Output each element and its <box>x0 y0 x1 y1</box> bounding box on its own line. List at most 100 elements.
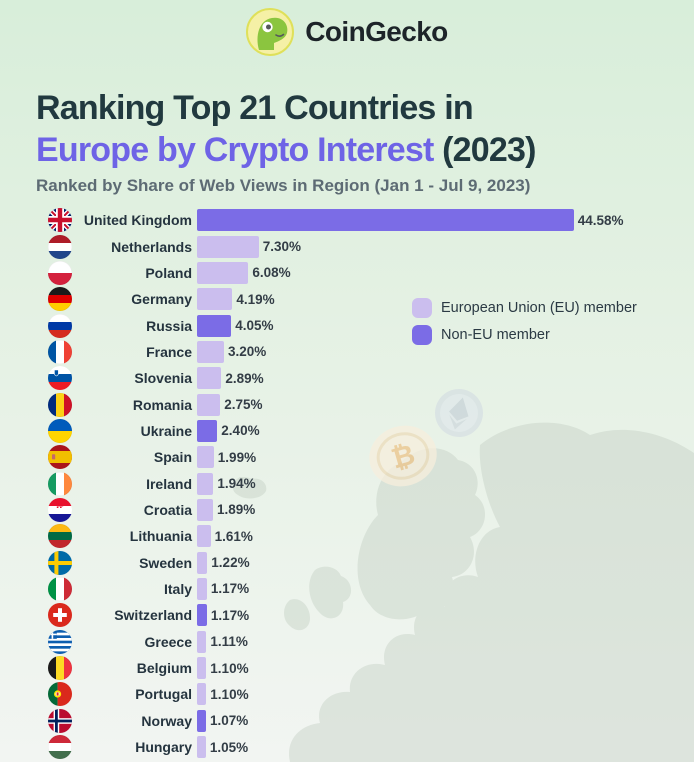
value-bar <box>197 657 207 680</box>
country-label: Romania <box>132 396 192 413</box>
country-label: Croatia <box>143 501 192 518</box>
title-line1: Ranking Top 21 Countries in <box>36 89 474 127</box>
flag-it-icon <box>48 576 72 601</box>
value-bar <box>197 736 206 759</box>
value-bar <box>197 393 221 416</box>
flag-ie-icon <box>48 471 72 496</box>
value-label: 4.05% <box>235 318 274 334</box>
country-row: Poland 6.08% <box>36 260 694 286</box>
country-row: Croatia 1.89% <box>36 497 694 523</box>
value-bar <box>197 367 222 390</box>
value-label: 2.75% <box>224 397 263 413</box>
flag-nl-icon <box>48 234 72 259</box>
country-row: Lithuania 1.61% <box>36 523 694 549</box>
flag-ru-icon <box>48 313 72 338</box>
brand-name: CoinGecko <box>305 16 448 47</box>
value-label: 1.94% <box>217 476 256 492</box>
chart-subtitle: Ranked by Share of Web Views in Region (… <box>36 176 531 195</box>
value-bar <box>197 498 213 521</box>
country-row: Switzerland 1.17% <box>36 602 694 628</box>
flag-se-icon <box>48 550 72 575</box>
country-row: Ireland 1.94% <box>36 470 694 496</box>
title-accent-text: Europe by Crypto Interest <box>36 131 434 169</box>
legend-item-non-eu: Non-EU member <box>412 321 637 348</box>
country-label: Lithuania <box>129 528 192 545</box>
title-year-text: (2023) <box>433 131 536 169</box>
country-row: Greece 1.11% <box>36 629 694 655</box>
country-row: Belgium 1.10% <box>36 655 694 681</box>
value-bar <box>197 235 259 258</box>
value-bar <box>197 709 206 732</box>
country-row: France 3.20% <box>36 339 694 365</box>
country-label: Germany <box>131 291 192 308</box>
header: CoinGecko <box>0 4 694 60</box>
value-bar <box>197 209 574 232</box>
country-row: Russia 4.05% <box>36 312 694 338</box>
country-label: Hungary <box>135 739 192 756</box>
flag-de-icon <box>48 287 72 312</box>
legend-label-non-eu: Non-EU member <box>441 326 550 343</box>
country-row: Italy 1.17% <box>36 576 694 602</box>
country-row: Hungary 1.05% <box>36 734 694 760</box>
value-bar <box>197 472 214 495</box>
flag-fr-icon <box>48 339 72 364</box>
country-row: Sweden 1.22% <box>36 549 694 575</box>
country-label: Slovenia <box>134 370 192 387</box>
value-bar <box>197 577 207 600</box>
non-eu-member-swatch-icon <box>412 324 432 345</box>
legend-label-eu: European Union (EU) member <box>441 299 637 316</box>
value-label: 4.19% <box>236 291 275 307</box>
flag-si-icon <box>48 366 72 391</box>
country-label: United Kingdom <box>83 212 192 229</box>
value-label: 1.05% <box>209 739 249 755</box>
value-bar <box>197 630 207 653</box>
value-label: 44.58% <box>577 212 624 228</box>
bar-chart: United Kingdom 44.58% Netherlands 7.30% Pola… <box>36 207 694 760</box>
flag-es-icon <box>48 445 72 470</box>
country-label: Greece <box>144 633 192 650</box>
value-label: 1.99% <box>217 449 257 465</box>
value-label: 1.17% <box>210 607 250 623</box>
value-label: 1.10% <box>210 686 249 702</box>
country-label: Norway <box>141 712 192 729</box>
value-label: 2.89% <box>225 370 264 386</box>
flag-ua-icon <box>48 418 72 443</box>
country-row: United Kingdom 44.58% <box>36 207 694 233</box>
value-label: 1.89% <box>217 502 256 518</box>
country-label: Portugal <box>135 686 192 703</box>
country-row: Romania 2.75% <box>36 391 694 417</box>
value-label: 1.11% <box>210 634 248 650</box>
country-label: Sweden <box>139 554 192 571</box>
legend: European Union (EU) member Non-EU member <box>412 294 637 348</box>
country-label: Spain <box>153 449 192 466</box>
value-bar <box>197 261 249 284</box>
flag-ch-icon <box>48 603 72 628</box>
country-row: Spain 1.99% <box>36 444 694 470</box>
coingecko-logo-icon <box>246 8 295 56</box>
eu-member-swatch-icon <box>412 297 432 318</box>
country-label: Italy <box>163 580 192 597</box>
value-label: 1.61% <box>214 528 253 544</box>
title-line2: Europe by Crypto Interest (2023) <box>36 130 536 170</box>
country-row: Portugal 1.10% <box>36 681 694 707</box>
value-bar <box>197 288 233 311</box>
value-label: 1.17% <box>210 581 250 597</box>
value-bar <box>197 419 218 442</box>
country-label: Belgium <box>136 660 192 677</box>
country-row: Norway 1.07% <box>36 708 694 734</box>
value-bar <box>197 340 224 363</box>
flag-pt-icon <box>48 682 72 707</box>
value-bar <box>197 551 208 574</box>
flag-be-icon <box>48 656 72 681</box>
flag-hu-icon <box>48 735 72 760</box>
country-label: Netherlands <box>111 238 192 255</box>
country-label: Russia <box>146 317 192 334</box>
value-label: 1.10% <box>210 660 249 676</box>
value-label: 7.30% <box>262 239 301 255</box>
flag-hr-icon <box>48 497 72 522</box>
legend-item-eu: European Union (EU) member <box>412 294 637 321</box>
value-bar <box>197 683 207 706</box>
value-bar <box>197 525 211 548</box>
flag-gr-icon <box>48 629 72 654</box>
value-bar <box>197 446 214 469</box>
